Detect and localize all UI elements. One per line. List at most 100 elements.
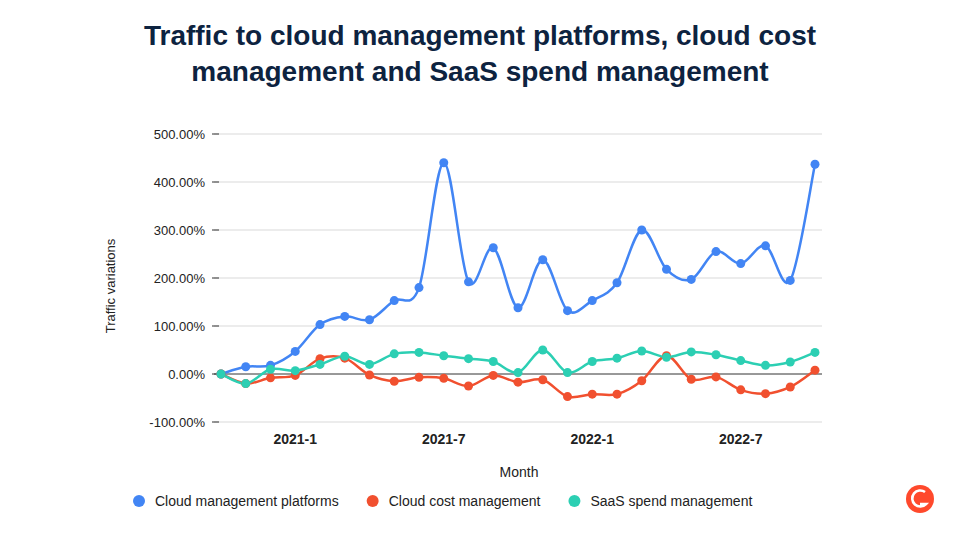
tick-mark [212,134,219,135]
data-point [811,348,820,357]
data-point [811,160,820,169]
data-point [390,296,399,305]
data-point [514,378,523,387]
data-point [736,259,745,268]
legend-label: Cloud management platforms [155,493,339,509]
data-point [712,247,721,256]
data-point [613,354,622,363]
data-point [489,243,498,252]
data-point [439,374,448,383]
data-point [613,278,622,287]
data-point [538,375,547,384]
grid-line [214,326,822,327]
legend-marker [367,495,379,507]
tick-mark [212,182,219,183]
data-point [415,373,424,382]
data-point [415,283,424,292]
data-point [538,346,547,355]
x-tick-label: 2021-7 [422,431,466,447]
tick-mark [212,230,219,231]
tick-mark [212,278,219,279]
grid-line [214,278,822,279]
grid-line [214,134,822,135]
data-point [736,356,745,365]
grid-line [214,422,822,423]
plot-area [217,158,820,401]
data-point [464,277,473,286]
data-point [538,255,547,264]
data-point [687,347,696,356]
y-tick-label: 100.00% [154,319,206,334]
series-line [221,356,815,398]
legend: Cloud management platforms Cloud cost man… [133,493,752,509]
legend-label: Cloud cost management [389,493,541,509]
x-tick-label: 2022-1 [570,431,614,447]
y-tick-label: 0.00% [168,367,205,382]
y-tick-label: 400.00% [154,175,206,190]
data-point [563,306,572,315]
data-point [786,382,795,391]
y-tick-label: 200.00% [154,271,206,286]
data-point [588,296,597,305]
data-point [365,360,374,369]
data-point [415,348,424,357]
data-point [786,358,795,367]
legend-label: SaaS spend management [590,493,752,509]
data-point [662,353,671,362]
data-point [637,226,646,235]
data-point [489,371,498,380]
data-point [291,347,300,356]
legend-marker [133,495,145,507]
logo [906,485,934,513]
data-point [241,379,250,388]
data-point [439,351,448,360]
data-point [217,370,226,379]
legend-marker [568,495,580,507]
data-point [464,354,473,363]
data-point [588,357,597,366]
data-point [761,361,770,370]
data-point [662,265,671,274]
data-point [241,362,250,371]
data-point [489,357,498,366]
y-axis-title: Traffic variations [103,238,118,333]
logo-circle [906,485,934,513]
data-point [514,368,523,377]
data-point [563,368,572,377]
data-point [390,349,399,358]
data-point [637,376,646,385]
data-point [316,360,325,369]
data-point [217,370,226,379]
tick-mark [212,326,219,327]
data-point [514,303,523,312]
y-tick-label: 500.00% [154,127,206,142]
data-point [291,366,300,375]
data-point [588,390,597,399]
data-point [266,365,275,374]
data-point [439,158,448,167]
data-point [786,276,795,285]
data-point [340,352,349,361]
chart: -100.00%0.00%100.00%200.00%300.00%400.00… [0,0,960,540]
series-line [221,163,815,374]
tick-mark [212,422,219,423]
data-point [761,241,770,250]
data-point [365,315,374,324]
data-point [563,392,572,401]
data-point [687,375,696,384]
data-point [736,385,745,394]
x-tick-label: 2021-1 [273,431,317,447]
data-point [266,373,275,382]
data-point [712,372,721,381]
logo-glyph [912,490,926,506]
data-point [712,350,721,359]
grid-line [214,230,822,231]
data-point [365,370,374,379]
x-axis-title: Month [500,464,539,480]
data-point [464,382,473,391]
data-point [613,390,622,399]
y-tick-label: 300.00% [154,223,206,238]
data-point [241,379,250,388]
x-tick-label: 2022-7 [719,431,763,447]
data-point [811,366,820,375]
